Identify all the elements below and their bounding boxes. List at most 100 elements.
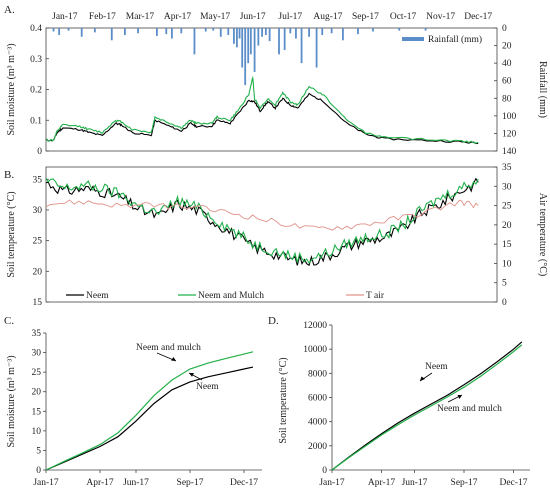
panel-a-month-tick: Jun-17	[240, 12, 266, 22]
panel-a-rain-bar	[398, 28, 401, 31]
panel-d-ytick: 4000	[308, 418, 327, 428]
panel-c-series-neem	[45, 366, 254, 471]
panel-d-annotation-neem: Neem	[425, 362, 448, 372]
panel-a-ytick: 0.2	[30, 86, 42, 96]
panel-a-legend-label: Rainfall (mm)	[428, 34, 482, 45]
panel-b-series-mulch	[45, 177, 479, 264]
panel-c-ytick: 20	[32, 388, 42, 398]
panel-a-rain-bar	[80, 28, 83, 37]
panel-b-y2tick: 25	[502, 202, 512, 212]
panel-b-series-tair	[45, 199, 479, 231]
panel-a-rain-bar	[137, 28, 139, 34]
panel-b-y2tick: 35	[502, 163, 512, 173]
panel-b-letter: B.	[4, 169, 14, 181]
panel-c-ytick: 35	[32, 329, 42, 339]
panel-a-month-tick: Mar-17	[126, 12, 155, 22]
panel-a-ytick: 0.4	[30, 24, 42, 34]
panel-a-frame	[45, 27, 498, 152]
panel-a-rain-bar	[315, 28, 318, 68]
panel-a-y2tick: 0	[502, 24, 507, 34]
panel-a-rain-bar	[165, 28, 168, 35]
panel-d-xtick: Dec-17	[500, 478, 528, 488]
panel-a-rain-bar	[249, 28, 252, 55]
panel-b-y2tick: 20	[502, 221, 512, 231]
panel-c-ytick: 30	[32, 349, 42, 359]
panel-a-month-tick: Feb-17	[89, 12, 116, 22]
panel-d-ytick: 10000	[303, 345, 327, 355]
panel-d-ytick: 8000	[308, 369, 327, 379]
panel-c-annotation-mulch: Neem and mulch	[136, 343, 201, 353]
panel-c-letter: C.	[4, 315, 14, 327]
panel-a-rain-bar	[52, 28, 55, 32]
panel-a-rain-bar	[93, 28, 96, 33]
panel-a-letter: A.	[4, 4, 15, 16]
panel-a-y2tick: 120	[502, 129, 517, 139]
panel-a-rain-bar	[233, 28, 235, 44]
panel-a-rain-bar	[238, 28, 241, 39]
panel-a-rain-bar	[321, 28, 324, 36]
panel-c-arrowhead	[171, 357, 176, 361]
panel-b-frame	[45, 166, 498, 303]
panel-a-rain-bar	[295, 28, 297, 39]
panel-c-xtick: Dec-17	[230, 478, 258, 488]
panel-d-arrowhead	[457, 395, 462, 399]
panel-d-letter: D.	[268, 315, 279, 327]
panel-c-ytick: 5	[36, 446, 41, 456]
panel-a-rain-bar	[300, 28, 303, 64]
panel-c-xtick: Jan-17	[33, 478, 59, 488]
panel-a-y2tick: 20	[502, 42, 512, 52]
panel-a-rain-bar	[241, 28, 244, 68]
panel-a-month-tick: Aug-17	[313, 12, 342, 22]
panel-b-ytick: 15	[33, 298, 43, 308]
panel-b-y2label: Air temperature (°C)	[537, 193, 548, 276]
panel-b-ylabel: Soil temperature (°C)	[6, 191, 17, 277]
panel-a-rain-bar	[268, 28, 271, 42]
panel-a-rain-bar	[330, 28, 333, 34]
panel-a-rain-bar	[204, 28, 207, 32]
panel-a-rain-bar	[372, 28, 374, 32]
panel-c-ytick: 25	[32, 368, 42, 378]
panel-a-ytick: 0	[37, 147, 42, 157]
panel-a-rain-bar	[308, 28, 310, 37]
panel-d-series-neem	[331, 341, 523, 471]
panel-b-legend-label: Neem	[86, 291, 109, 301]
panel-a-month-tick: Sep-17	[352, 12, 379, 22]
panel-c-arrowhead	[189, 373, 194, 377]
panel-b-ytick: 20	[33, 267, 43, 277]
panel-a-rain-bar	[124, 28, 126, 36]
panel-a-rain-bar	[264, 28, 267, 36]
panel-d-series-mulch	[331, 344, 523, 471]
panel-a-rain-bar	[219, 28, 222, 37]
panel-d-annotation-mulch: Neem and mulch	[437, 404, 502, 414]
panel-a-y2label: Rainfall (mm)	[537, 61, 548, 118]
panel-b-ytick: 25	[33, 237, 43, 247]
panel-a-rain-bar	[155, 28, 158, 36]
panel-a-y2tick: 40	[502, 59, 512, 69]
panel-c-ylabel: Soil moisture (m³ m⁻³)	[6, 355, 17, 447]
panel-a-rain-bar	[247, 28, 250, 64]
panel-a-month-tick: Apr-17	[164, 12, 191, 22]
panel-a-ylabel: Soil moisture (m³ m⁻³)	[6, 43, 17, 135]
panel-a-month-tick: May-17	[200, 12, 230, 22]
panel-a-y2tick: 100	[502, 112, 517, 122]
panel-a-month-tick: Jul-17	[278, 12, 302, 22]
panel-b-legend-label: T air	[366, 291, 385, 301]
panel-d-xtick: Jun-17	[402, 478, 428, 488]
panel-d-xtick: Apr-17	[368, 478, 395, 488]
panel-a-ytick: 0.3	[30, 55, 42, 65]
panel-d-ytick: 0	[322, 466, 327, 476]
panel-a-rain-bar	[261, 28, 264, 37]
panel-a-rain-bar	[278, 28, 280, 55]
panel-d-ytick: 6000	[308, 394, 327, 404]
panel-b-y2tick: 0	[502, 298, 507, 308]
panel-a-rain-bar	[244, 28, 247, 86]
panel-a-y2tick: 140	[502, 147, 517, 157]
panel-a-rain-bar	[257, 28, 260, 46]
panel-a-rain-bar	[357, 28, 359, 35]
panel-a-rain-bar	[110, 28, 113, 41]
panel-a-y2tick: 80	[502, 94, 512, 104]
panel-c-ytick: 10	[32, 427, 42, 437]
panel-a-series-neem	[45, 92, 479, 145]
panel-c-annotation-neem: Neem	[196, 382, 219, 392]
